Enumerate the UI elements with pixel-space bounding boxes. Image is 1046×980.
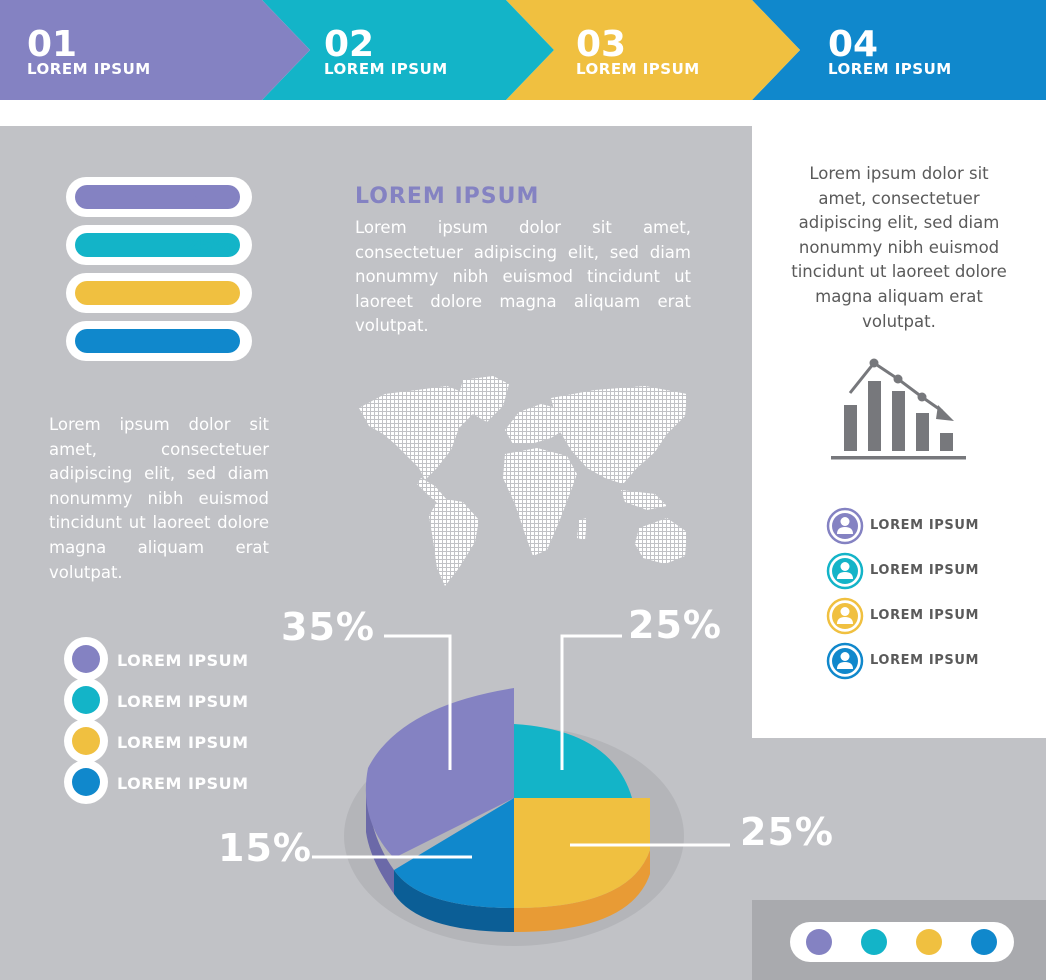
progress-fill-1 bbox=[75, 185, 240, 209]
progress-fill-2 bbox=[75, 233, 240, 257]
person-icon bbox=[826, 642, 864, 680]
person-label-2: LOREM IPSUM bbox=[870, 563, 980, 578]
pie-chart bbox=[344, 688, 684, 946]
step-3-label: LOREM IPSUM bbox=[576, 60, 700, 78]
step-3-number: 03 bbox=[576, 24, 627, 65]
progress-pill-4: 15% bbox=[66, 321, 252, 361]
pie-label-3: 25% bbox=[740, 810, 834, 854]
world-map-icon bbox=[359, 376, 687, 586]
progress-fill-4 bbox=[75, 329, 240, 353]
progress-value-2: 25% bbox=[185, 233, 233, 257]
step-2-label: LOREM IPSUM bbox=[324, 60, 448, 78]
step-arrow-01 bbox=[0, 0, 310, 100]
center-text: Lorem ipsum dolor sit amet, consectetuer… bbox=[355, 218, 691, 336]
person-icon bbox=[826, 597, 864, 635]
person-label-1: LOREM IPSUM bbox=[870, 518, 980, 533]
legend-dot-1 bbox=[64, 637, 108, 681]
step-1-label: LOREM IPSUM bbox=[27, 60, 151, 78]
left-text: Lorem ipsum dolor sit amet, consectetuer… bbox=[49, 415, 269, 582]
legend-dot-3 bbox=[64, 719, 108, 763]
progress-pill-1: 35% bbox=[66, 177, 252, 217]
right-lower-panel bbox=[752, 738, 1046, 900]
pie-slice-4 bbox=[394, 798, 514, 908]
legend-label-1: LOREM IPSUM bbox=[117, 651, 249, 670]
pie-slice-3-side bbox=[514, 850, 650, 932]
step-arrow-03 bbox=[506, 0, 800, 100]
step-4-label: LOREM IPSUM bbox=[828, 60, 952, 78]
footer-dot-pill bbox=[790, 922, 1014, 962]
legend-swatch-1 bbox=[72, 645, 100, 673]
pie-slice-4-side bbox=[394, 870, 514, 932]
person-label-3: LOREM IPSUM bbox=[870, 608, 980, 623]
step-arrow-04 bbox=[752, 0, 1046, 100]
pie-slice-2 bbox=[514, 724, 632, 798]
progress-value-1: 35% bbox=[185, 185, 233, 209]
leader-line-2 bbox=[560, 634, 622, 770]
progress-value-3: 25% bbox=[185, 281, 233, 305]
step-1-number: 01 bbox=[27, 24, 78, 65]
legend-label-2: LOREM IPSUM bbox=[117, 692, 249, 711]
pie-label-4: 15% bbox=[218, 826, 312, 870]
step-banner bbox=[0, 0, 1046, 100]
person-icon bbox=[826, 507, 864, 545]
leader-line-1 bbox=[384, 634, 452, 770]
step-arrow-02 bbox=[262, 0, 554, 100]
progress-fill-3 bbox=[75, 281, 240, 305]
footer-dot-1 bbox=[806, 929, 832, 955]
legend-dot-2 bbox=[64, 678, 108, 722]
legend-label-3: LOREM IPSUM bbox=[117, 733, 249, 752]
step-2-number: 02 bbox=[324, 24, 375, 65]
center-title: LOREM IPSUM bbox=[355, 184, 540, 209]
footer-dot-4 bbox=[971, 929, 997, 955]
legend-swatch-3 bbox=[72, 727, 100, 755]
person-label-4: LOREM IPSUM bbox=[870, 653, 980, 668]
footer-dot-3 bbox=[916, 929, 942, 955]
legend-label-4: LOREM IPSUM bbox=[117, 774, 249, 793]
pie-label-2: 25% bbox=[628, 603, 722, 647]
declining-bar-chart-icon bbox=[831, 358, 966, 460]
footer-dot-2 bbox=[861, 929, 887, 955]
progress-pill-3: 25% bbox=[66, 273, 252, 313]
pie-label-1: 35% bbox=[281, 605, 375, 649]
person-icon bbox=[826, 552, 864, 590]
pie-slice-3 bbox=[514, 798, 650, 908]
right-text: Lorem ipsum dolor sit amet, consectetuer… bbox=[791, 164, 1007, 331]
legend-dot-4 bbox=[64, 760, 108, 804]
progress-value-4: 15% bbox=[185, 329, 233, 353]
progress-pill-2: 25% bbox=[66, 225, 252, 265]
step-4-number: 04 bbox=[828, 24, 879, 65]
legend-swatch-4 bbox=[72, 768, 100, 796]
legend-swatch-2 bbox=[72, 686, 100, 714]
pie-slice-1 bbox=[365, 688, 514, 858]
pie-slice-1-side bbox=[366, 792, 394, 894]
